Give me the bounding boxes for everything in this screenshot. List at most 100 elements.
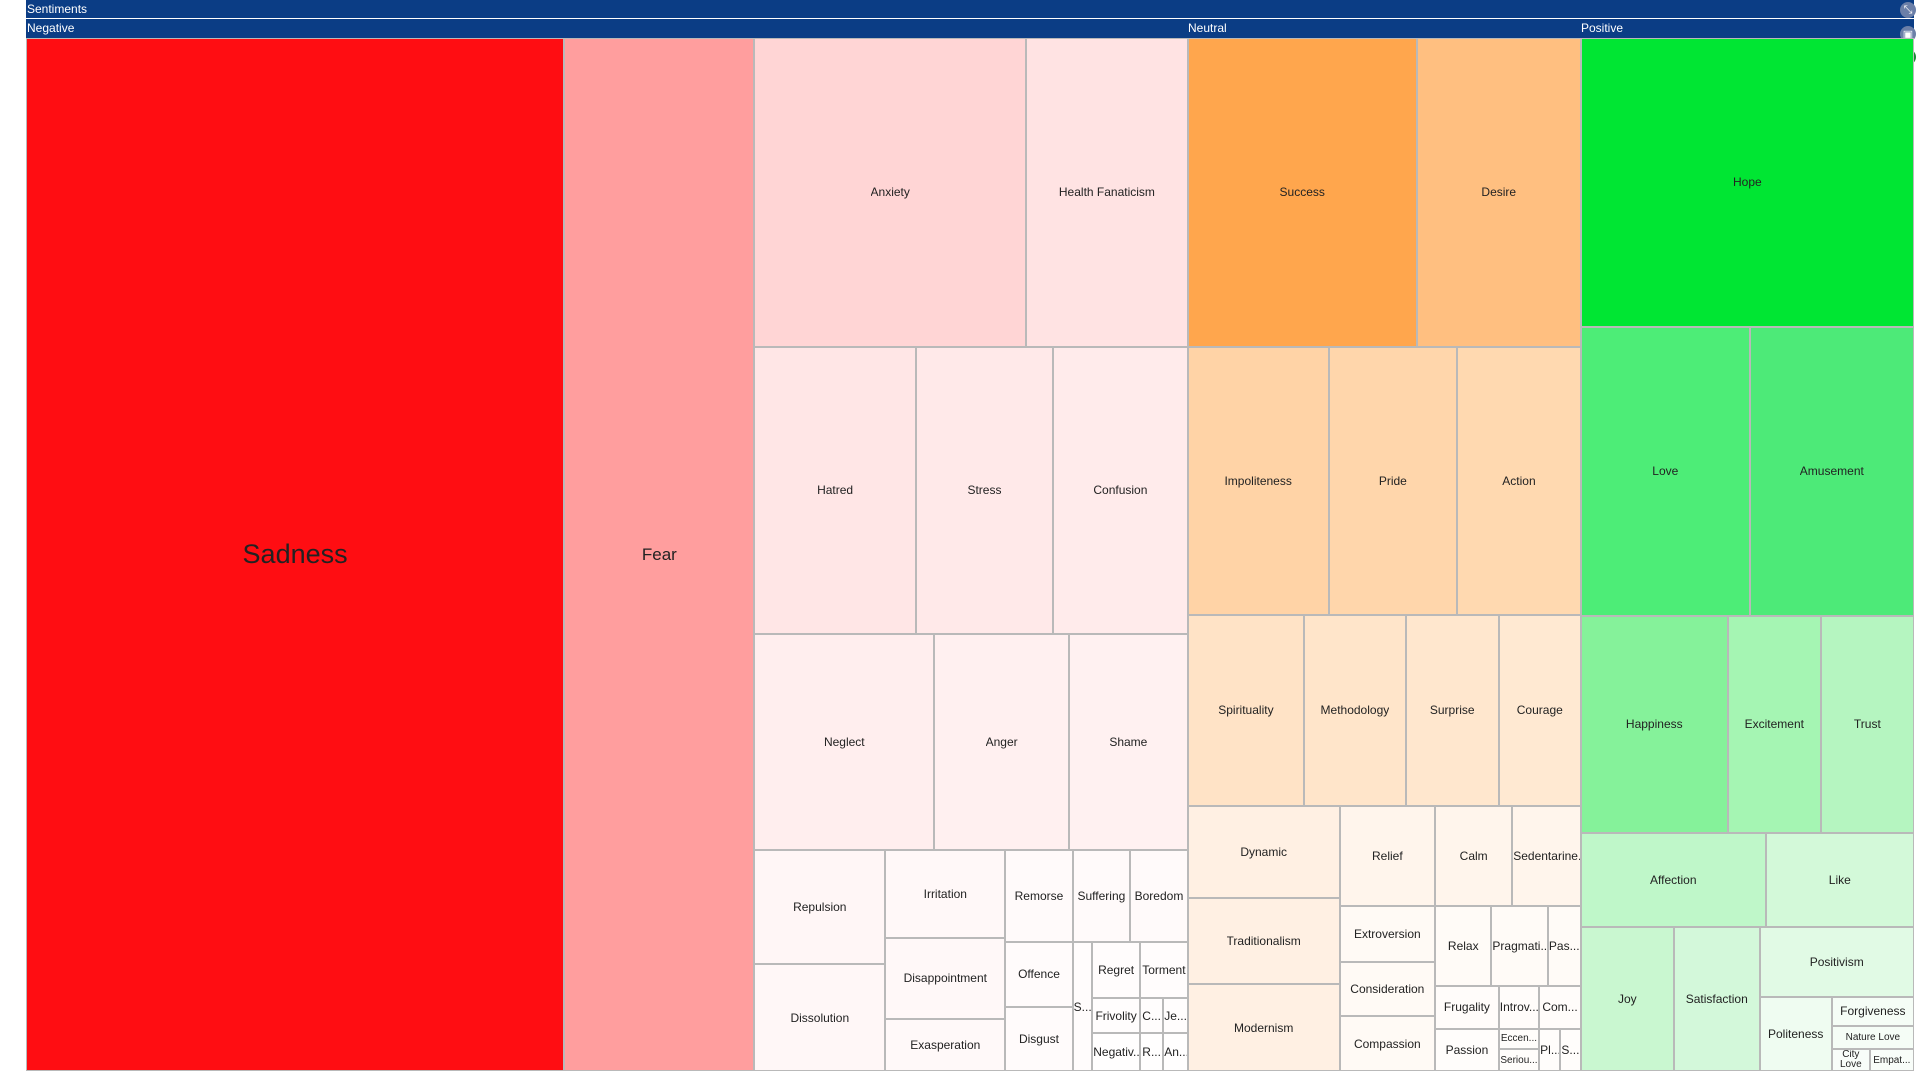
treemap-tile-neutral[interactable]: Action <box>1457 346 1581 615</box>
treemap-tile-positive[interactable]: Positivism <box>1759 926 1914 997</box>
treemap-tile-negative[interactable]: Negativ... <box>1092 1033 1140 1072</box>
tile-label: Spirituality <box>1218 703 1274 718</box>
treemap-tile-positive[interactable]: City Love <box>1831 1049 1870 1072</box>
treemap-tile-negative[interactable]: An... <box>1163 1033 1188 1072</box>
treemap-tile-neutral[interactable]: Passion <box>1435 1028 1499 1072</box>
treemap-tile-neutral[interactable]: Desire <box>1416 37 1581 347</box>
treemap-tile-negative[interactable]: Sadness <box>25 37 565 1072</box>
tile-label: Relief <box>1371 848 1403 863</box>
tile-label: Boredom <box>1134 888 1184 903</box>
tile-label: Consideration <box>1350 982 1425 997</box>
treemap-tile-positive[interactable]: Like <box>1765 832 1914 927</box>
tile-label: Relax <box>1447 938 1479 953</box>
treemap-tile-negative[interactable]: Irritation <box>885 849 1006 938</box>
treemap-tile-positive[interactable]: Joy <box>1580 926 1674 1072</box>
treemap-tile-negative[interactable]: Stress <box>915 346 1054 635</box>
treemap-tile-neutral[interactable]: Dynamic <box>1187 805 1340 898</box>
tile-label: Success <box>1279 185 1325 200</box>
treemap-tile-positive[interactable]: Satisfaction <box>1673 926 1760 1072</box>
treemap-tile-neutral[interactable]: Extroversion <box>1339 906 1436 963</box>
treemap-tile-neutral[interactable]: Introv... <box>1498 985 1540 1029</box>
tile-label: Anxiety <box>870 185 910 200</box>
treemap-tile-neutral[interactable]: Pl... <box>1539 1028 1560 1072</box>
treemap-tile-negative[interactable]: Confusion <box>1053 346 1188 635</box>
treemap-tile-negative[interactable]: Exasperation <box>885 1018 1006 1072</box>
treemap-tile-neutral[interactable]: Seriou... <box>1498 1049 1540 1072</box>
tile-label: Neglect <box>823 735 865 750</box>
treemap-tile-neutral[interactable]: Eccen... <box>1498 1028 1540 1050</box>
treemap-tile-positive[interactable]: Happiness <box>1580 615 1728 833</box>
treemap-tile-negative[interactable]: Anxiety <box>754 37 1027 347</box>
treemap-tile-negative[interactable]: Neglect <box>754 634 935 850</box>
tile-label: Politeness <box>1768 1027 1824 1042</box>
treemap-tile-neutral[interactable]: Pas... <box>1547 906 1581 986</box>
tile-label: Repulsion <box>793 899 847 914</box>
treemap-tile-neutral[interactable]: Relax <box>1435 906 1492 986</box>
group-header-positive[interactable]: Positive <box>1581 21 1624 35</box>
treemap-tile-negative[interactable]: Health Fanaticism <box>1026 37 1188 347</box>
treemap-tile-neutral[interactable]: Com... <box>1539 985 1581 1029</box>
treemap-tile-neutral[interactable]: Pragmati... <box>1491 906 1548 986</box>
tile-label: Nature Love <box>1845 1032 1901 1044</box>
treemap-tile-negative[interactable]: Regret <box>1092 941 1140 998</box>
treemap-tile-negative[interactable]: Je... <box>1163 997 1188 1034</box>
tile-label: Extroversion <box>1353 927 1421 942</box>
group-header-negative[interactable]: Negative <box>27 21 75 35</box>
group-header-neutral[interactable]: Neutral <box>1188 21 1227 35</box>
tile-label: Empat... <box>1873 1054 1911 1066</box>
treemap-tile-negative[interactable]: Repulsion <box>754 849 886 964</box>
treemap-tile-neutral[interactable]: Impoliteness <box>1187 346 1329 615</box>
treemap-tile-positive[interactable]: Hope <box>1580 37 1914 327</box>
treemap-tile-neutral[interactable]: Pride <box>1328 346 1458 615</box>
tile-label: Pragmati... <box>1492 938 1547 953</box>
treemap-tile-neutral[interactable]: Compassion <box>1339 1016 1436 1072</box>
treemap-tile-neutral[interactable]: Calm <box>1435 805 1513 907</box>
treemap-tile-negative[interactable]: Suffering <box>1072 849 1131 942</box>
treemap-tile-positive[interactable]: Empat... <box>1869 1049 1914 1072</box>
treemap-tile-positive[interactable]: Love <box>1580 326 1750 616</box>
treemap-tile-neutral[interactable]: Sedentarine... <box>1512 805 1581 907</box>
treemap-title-bar[interactable]: Sentiments <box>26 0 1914 18</box>
treemap-tile-negative[interactable]: Frivolity <box>1092 997 1140 1034</box>
treemap-tile-positive[interactable]: Politeness <box>1759 996 1832 1072</box>
treemap-tile-negative[interactable]: Torment <box>1140 941 1188 998</box>
treemap-tile-neutral[interactable]: Frugality <box>1435 985 1499 1029</box>
collapse-icon[interactable]: ⤡ <box>1900 2 1916 18</box>
treemap-tile-neutral[interactable]: S... <box>1560 1028 1581 1072</box>
treemap-tile-positive[interactable]: Trust <box>1820 615 1914 833</box>
treemap-tile-neutral[interactable]: Courage <box>1498 614 1581 806</box>
treemap-tile-neutral[interactable]: Surprise <box>1405 614 1499 806</box>
treemap-tile-positive[interactable]: Amusement <box>1749 326 1914 616</box>
treemap-tile-positive[interactable]: Nature Love <box>1831 1026 1914 1050</box>
treemap-tile-negative[interactable]: S... <box>1072 941 1093 1072</box>
tile-label: Modernism <box>1233 1020 1294 1035</box>
tile-label: Forgiveness <box>1840 1004 1906 1019</box>
treemap-tile-neutral[interactable]: Traditionalism <box>1187 897 1340 985</box>
treemap-tile-negative[interactable]: Offence <box>1005 941 1073 1007</box>
treemap-tile-negative[interactable]: Remorse <box>1005 849 1073 942</box>
tile-label: An... <box>1164 1045 1187 1060</box>
treemap-tile-negative[interactable]: Disappointment <box>885 937 1006 1019</box>
tile-label: R... <box>1142 1045 1161 1060</box>
treemap-tile-neutral[interactable]: Modernism <box>1187 984 1340 1072</box>
treemap-tile-neutral[interactable]: Spirituality <box>1187 614 1305 806</box>
treemap-tile-negative[interactable]: Dissolution <box>754 963 886 1072</box>
treemap-tile-negative[interactable]: Fear <box>564 37 755 1072</box>
treemap-tile-neutral[interactable]: Consideration <box>1339 962 1436 1017</box>
treemap-tile-negative[interactable]: Boredom <box>1130 849 1188 942</box>
treemap-tile-negative[interactable]: Disgust <box>1005 1006 1073 1072</box>
treemap-tile-negative[interactable]: Anger <box>934 634 1069 850</box>
treemap-tile-negative[interactable]: R... <box>1140 1033 1164 1072</box>
treemap-tile-negative[interactable]: Hatred <box>754 346 916 635</box>
treemap-tile-positive[interactable]: Forgiveness <box>1831 996 1914 1027</box>
treemap-tile-neutral[interactable]: Relief <box>1339 805 1436 907</box>
tile-label: Dissolution <box>790 1010 850 1025</box>
tile-label: Excitement <box>1744 717 1804 732</box>
treemap-tile-negative[interactable]: C... <box>1140 997 1164 1034</box>
treemap-tile-neutral[interactable]: Success <box>1187 37 1417 347</box>
treemap-tile-positive[interactable]: Affection <box>1580 832 1766 927</box>
treemap-tile-positive[interactable]: Excitement <box>1727 615 1821 833</box>
tile-label: Action <box>1502 473 1536 488</box>
treemap-tile-neutral[interactable]: Methodology <box>1304 614 1406 806</box>
treemap-tile-negative[interactable]: Shame <box>1068 634 1188 850</box>
